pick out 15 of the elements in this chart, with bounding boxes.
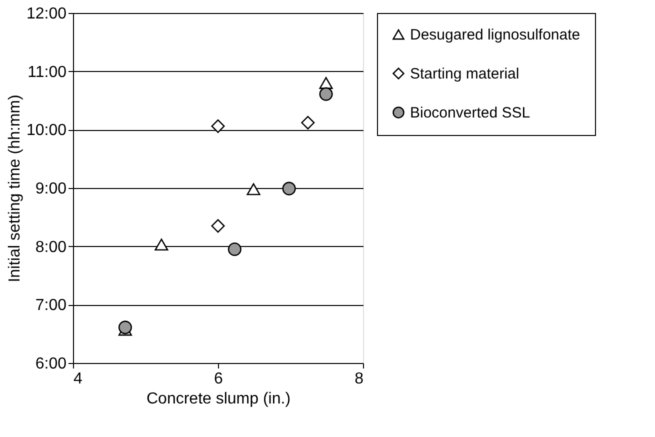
legend-label: Starting material bbox=[410, 66, 520, 82]
x-tick-label: 4 bbox=[74, 370, 82, 388]
y-axis-title: Initial setting time (hh:mm) bbox=[6, 94, 24, 282]
y-tick-label: 11:00 bbox=[28, 64, 67, 81]
x-tick-label: 6 bbox=[214, 370, 224, 388]
y-tick-label: 8:00 bbox=[35, 238, 67, 256]
y-tick-label: 6:00 bbox=[35, 356, 67, 372]
x-tick-label: 8 bbox=[354, 370, 364, 388]
y-tick-label: 7:00 bbox=[35, 297, 67, 314]
legend-label: Bioconverted SSL bbox=[410, 104, 530, 122]
y-tick-label: 12:00 bbox=[26, 6, 67, 22]
y-tick-label: 9:00 bbox=[35, 180, 67, 198]
y-tick-label: 10:00 bbox=[26, 122, 67, 140]
legend-label: Desugared lignosulfonate bbox=[410, 26, 580, 44]
x-axis-title: Concrete slump (in.) bbox=[146, 390, 291, 408]
